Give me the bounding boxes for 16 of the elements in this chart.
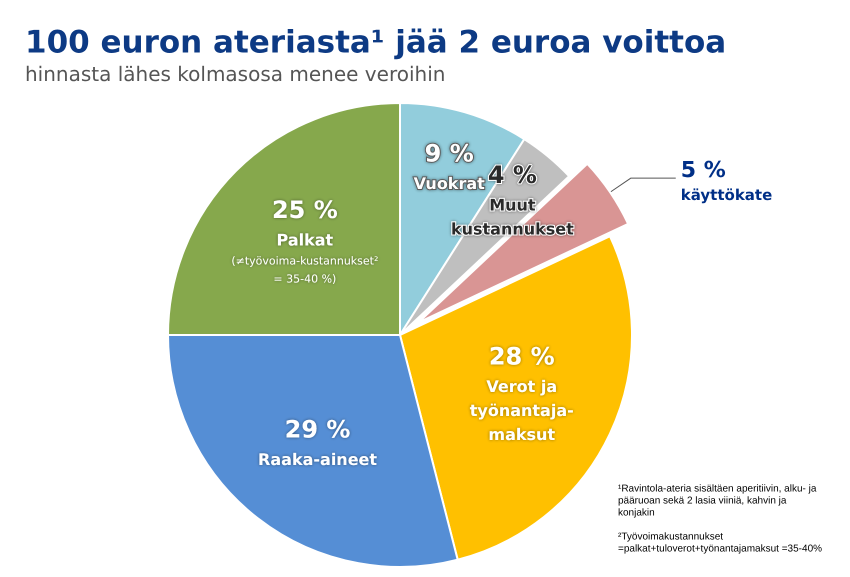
text: (≠työvoima-kustannukset² = 35-40 %): [231, 254, 378, 286]
slice-label: Palkat: [276, 230, 334, 250]
data-label: 9 %: [424, 140, 474, 168]
data-label: 25 %: [272, 196, 338, 224]
slice-label: Raaka-aineet: [258, 450, 378, 469]
data-label: 29 %: [284, 415, 350, 444]
data-label: 5 %: [680, 158, 726, 184]
text: ¹Ravintola-ateria sisältäen aperitiivin, alku- ja pääruoan sekä 2 lasia viiniä, kahvin ja konjakin: [618, 484, 820, 518]
text: ²Työvoimakustannukset =palkat+tuloverot+työnantajamaksut =35-40%: [618, 532, 822, 554]
slice-label: käyttökate: [680, 186, 772, 204]
slice-label: Muut kustannukset: [450, 196, 574, 239]
slice-label: Verot ja työnantaja-maksut: [470, 376, 574, 444]
slice-label: Vuokrat: [414, 174, 486, 194]
chart-title: 100 euron ateriasta¹ jää 2 euroa voittoa: [25, 24, 726, 60]
chart-subtitle: hinnasta lähes kolmasosa menee veroihin: [25, 62, 446, 86]
data-label: 28 %: [488, 342, 555, 370]
